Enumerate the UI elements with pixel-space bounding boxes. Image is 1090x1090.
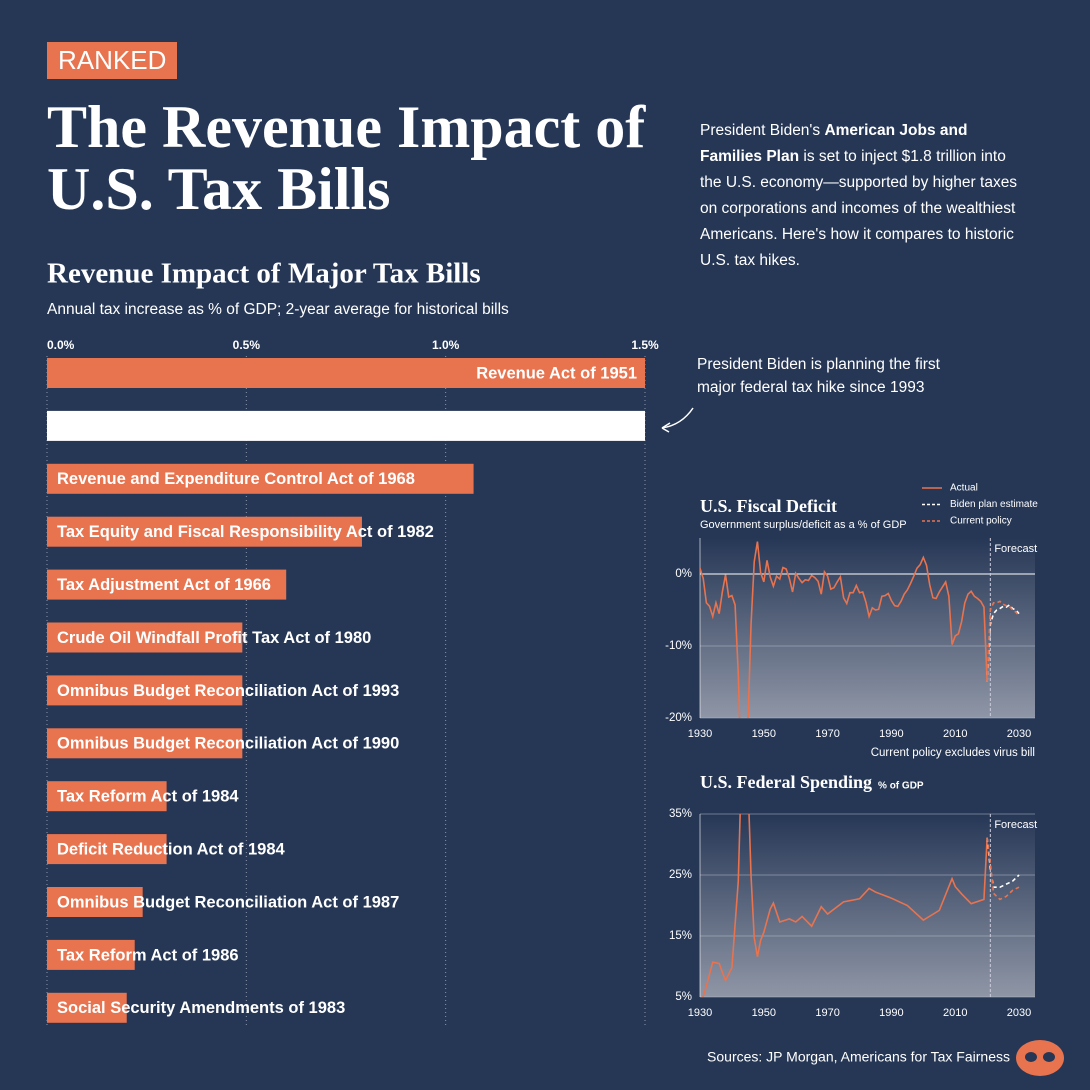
bar-label: Revenue Act of 1951 xyxy=(476,364,637,382)
chart-subtitle: % of GDP xyxy=(878,781,924,792)
bar-label: Tax Equity and Fiscal Responsibility Act… xyxy=(57,523,434,541)
plot-area xyxy=(700,538,1035,718)
bar xyxy=(47,887,143,917)
bar-label: Deficit Reduction Act of 1984 xyxy=(57,840,286,858)
bar xyxy=(47,569,287,600)
legend-label: Actual xyxy=(950,483,978,494)
bar-label: Omnibus Budget Reconciliation Act of 199… xyxy=(57,735,399,753)
x-tick-label: 0.0% xyxy=(47,338,75,352)
y-tick-label: 0% xyxy=(675,568,692,580)
y-tick-label: 35% xyxy=(669,808,692,820)
chart-subtitle: Government surplus/deficit as a % of GDP xyxy=(700,519,907,531)
bar xyxy=(47,781,167,812)
bar-label: Tax Reform Act of 1986 xyxy=(57,946,239,964)
note: Current policy excludes virus bill xyxy=(871,747,1035,759)
x-tick-label: 1970 xyxy=(815,1007,839,1019)
forecast-label: Forecast xyxy=(994,819,1037,831)
bar xyxy=(47,463,474,494)
x-tick-label: 1970 xyxy=(815,728,839,740)
x-tick-label: 1990 xyxy=(879,728,903,740)
x-tick-label: 2030 xyxy=(1007,1007,1031,1019)
badge: RANKED xyxy=(47,42,178,79)
plot-area xyxy=(700,814,1035,997)
bar xyxy=(47,939,135,970)
x-tick-label: 1.0% xyxy=(432,338,460,352)
bar-label: Omnibus Budget Reconciliation Act of 198… xyxy=(57,893,399,911)
series-line xyxy=(702,814,988,997)
x-tick-label: 2010 xyxy=(943,1007,967,1019)
plot xyxy=(702,814,1020,997)
bar xyxy=(47,675,243,706)
annotation-arrow xyxy=(661,407,694,429)
y-tick-label: -10% xyxy=(665,640,692,652)
x-tick-label: 1950 xyxy=(752,1007,776,1019)
x-tick-label: 1950 xyxy=(752,728,776,740)
chart-subtitle: Annual tax increase as % of GDP; 2-year … xyxy=(47,301,509,318)
bar xyxy=(47,992,127,1023)
bar xyxy=(47,410,645,441)
bar xyxy=(47,834,167,865)
legend-label: Biden plan estimate xyxy=(950,499,1038,510)
x-tick-label: 1990 xyxy=(879,1007,903,1019)
x-tick-label: 2010 xyxy=(943,728,967,740)
plot xyxy=(700,541,1020,718)
series-line xyxy=(986,837,1020,901)
chart-title: Revenue Impact of Major Tax Bills xyxy=(47,258,481,290)
annotation: President Biden is planning the first xyxy=(697,356,941,373)
main-title: The Revenue Impact of U.S. Tax Bills xyxy=(47,94,646,222)
bar-label: Tax Reform Act of 1984 xyxy=(57,788,239,806)
series-line xyxy=(700,541,988,718)
bar-label: Crude Oil Windfall Profit Tax Act of 198… xyxy=(57,629,371,647)
bar-label: Social Security Amendments of 1983 xyxy=(57,999,345,1017)
x-tick-label: 1930 xyxy=(688,728,712,740)
bar-label: Tax Adjustment Act of 1966 xyxy=(57,576,271,594)
logo xyxy=(1016,1040,1064,1076)
desc-text: President Biden's xyxy=(700,122,825,139)
x-tick-label: 2030 xyxy=(1007,728,1031,740)
sources: Sources: JP Morgan, Americans for Tax Fa… xyxy=(707,1049,1010,1065)
bar xyxy=(47,728,243,759)
series-line xyxy=(986,603,1020,683)
desc-bold: American Jobs and Families Plan xyxy=(700,122,968,165)
y-tick-label: 25% xyxy=(669,869,692,881)
forecast-label: Forecast xyxy=(994,543,1037,555)
chart-title: U.S. Federal Spending xyxy=(700,772,872,792)
annotation: major federal tax hike since 1993 xyxy=(697,379,924,396)
bar xyxy=(47,622,243,653)
bar xyxy=(47,516,362,547)
arrow-head xyxy=(661,422,671,433)
bar-label: Omnibus Budget Reconciliation Act of 199… xyxy=(57,682,399,700)
series-line xyxy=(986,600,1020,683)
legend-label: Current policy xyxy=(950,516,1012,527)
description: President Biden's American Jobs and Fami… xyxy=(700,118,1025,274)
y-tick-label: -20% xyxy=(665,712,692,724)
bar-label: Revenue and Expenditure Control Act of 1… xyxy=(57,470,415,488)
x-tick-label: 0.5% xyxy=(233,338,261,352)
desc-text: is set to inject $1.8 trillion into the … xyxy=(700,148,1018,269)
chart-title: U.S. Fiscal Deficit xyxy=(700,496,837,516)
y-tick-label: 5% xyxy=(675,991,692,1003)
bar xyxy=(47,358,645,388)
y-tick-label: 15% xyxy=(669,930,692,942)
x-tick-label: 1.5% xyxy=(631,338,659,352)
x-tick-label: 1930 xyxy=(688,1007,712,1019)
bar-label: Biden American Jobs and Families Plan 20… xyxy=(284,417,637,435)
